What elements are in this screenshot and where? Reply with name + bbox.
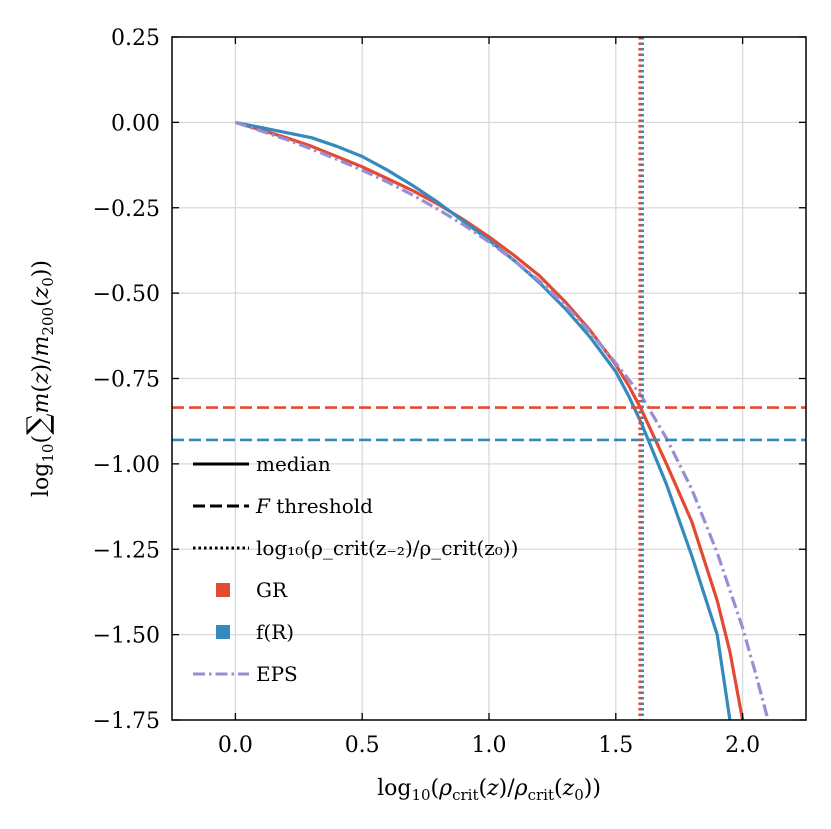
- ticks: 0.0 0.5 1.0 1.5 2.0 0.25 0.00 −0.25 −0.50 −0.75 −1…: [93, 26, 806, 758]
- y-tick-label: −1.75: [93, 709, 160, 734]
- series-line-gr: [234, 120, 745, 720]
- x-axis-label: log10(ρcrit(z)/ρcrit(z0)): [377, 776, 601, 804]
- legend-label: f(R): [256, 620, 294, 644]
- series-line-eps: [234, 120, 770, 720]
- y-tick-label: −1.00: [93, 453, 160, 478]
- x-tick-label: 2.0: [725, 733, 760, 758]
- y-tick-label: −0.50: [93, 282, 160, 307]
- series-group: [234, 120, 770, 720]
- series-layer: [234, 120, 770, 720]
- y-tick-label: −0.25: [93, 197, 160, 222]
- x-tick-label: 1.5: [598, 733, 633, 758]
- reference-lines: [172, 37, 806, 720]
- x-tick-label: 0.0: [218, 733, 253, 758]
- legend-label: F threshold: [255, 494, 373, 518]
- y-tick-label: 0.00: [111, 111, 160, 136]
- legend-label: median: [256, 452, 331, 476]
- y-tick-label: −0.75: [93, 368, 160, 393]
- legend-label: log₁₀(ρ_crit(z₋₂)/ρ_crit(z₀)): [256, 536, 518, 560]
- y-tick-label: −1.25: [93, 538, 160, 563]
- legend: median F threshold log₁₀(ρ_crit(z₋₂)/ρ_cri…: [193, 452, 518, 686]
- y-tick-label: −1.50: [93, 624, 160, 649]
- x-tick-label: 1.0: [472, 733, 507, 758]
- legend-label: GR: [256, 578, 288, 602]
- x-tick-label: 0.5: [345, 733, 380, 758]
- legend-label: EPS: [256, 662, 298, 686]
- y-tick-label: 0.25: [111, 26, 160, 51]
- legend-marker-gr: [216, 583, 230, 597]
- legend-marker-fr: [216, 625, 230, 639]
- y-axis-label: log10(∑m(z)/m200(z0)): [21, 260, 57, 497]
